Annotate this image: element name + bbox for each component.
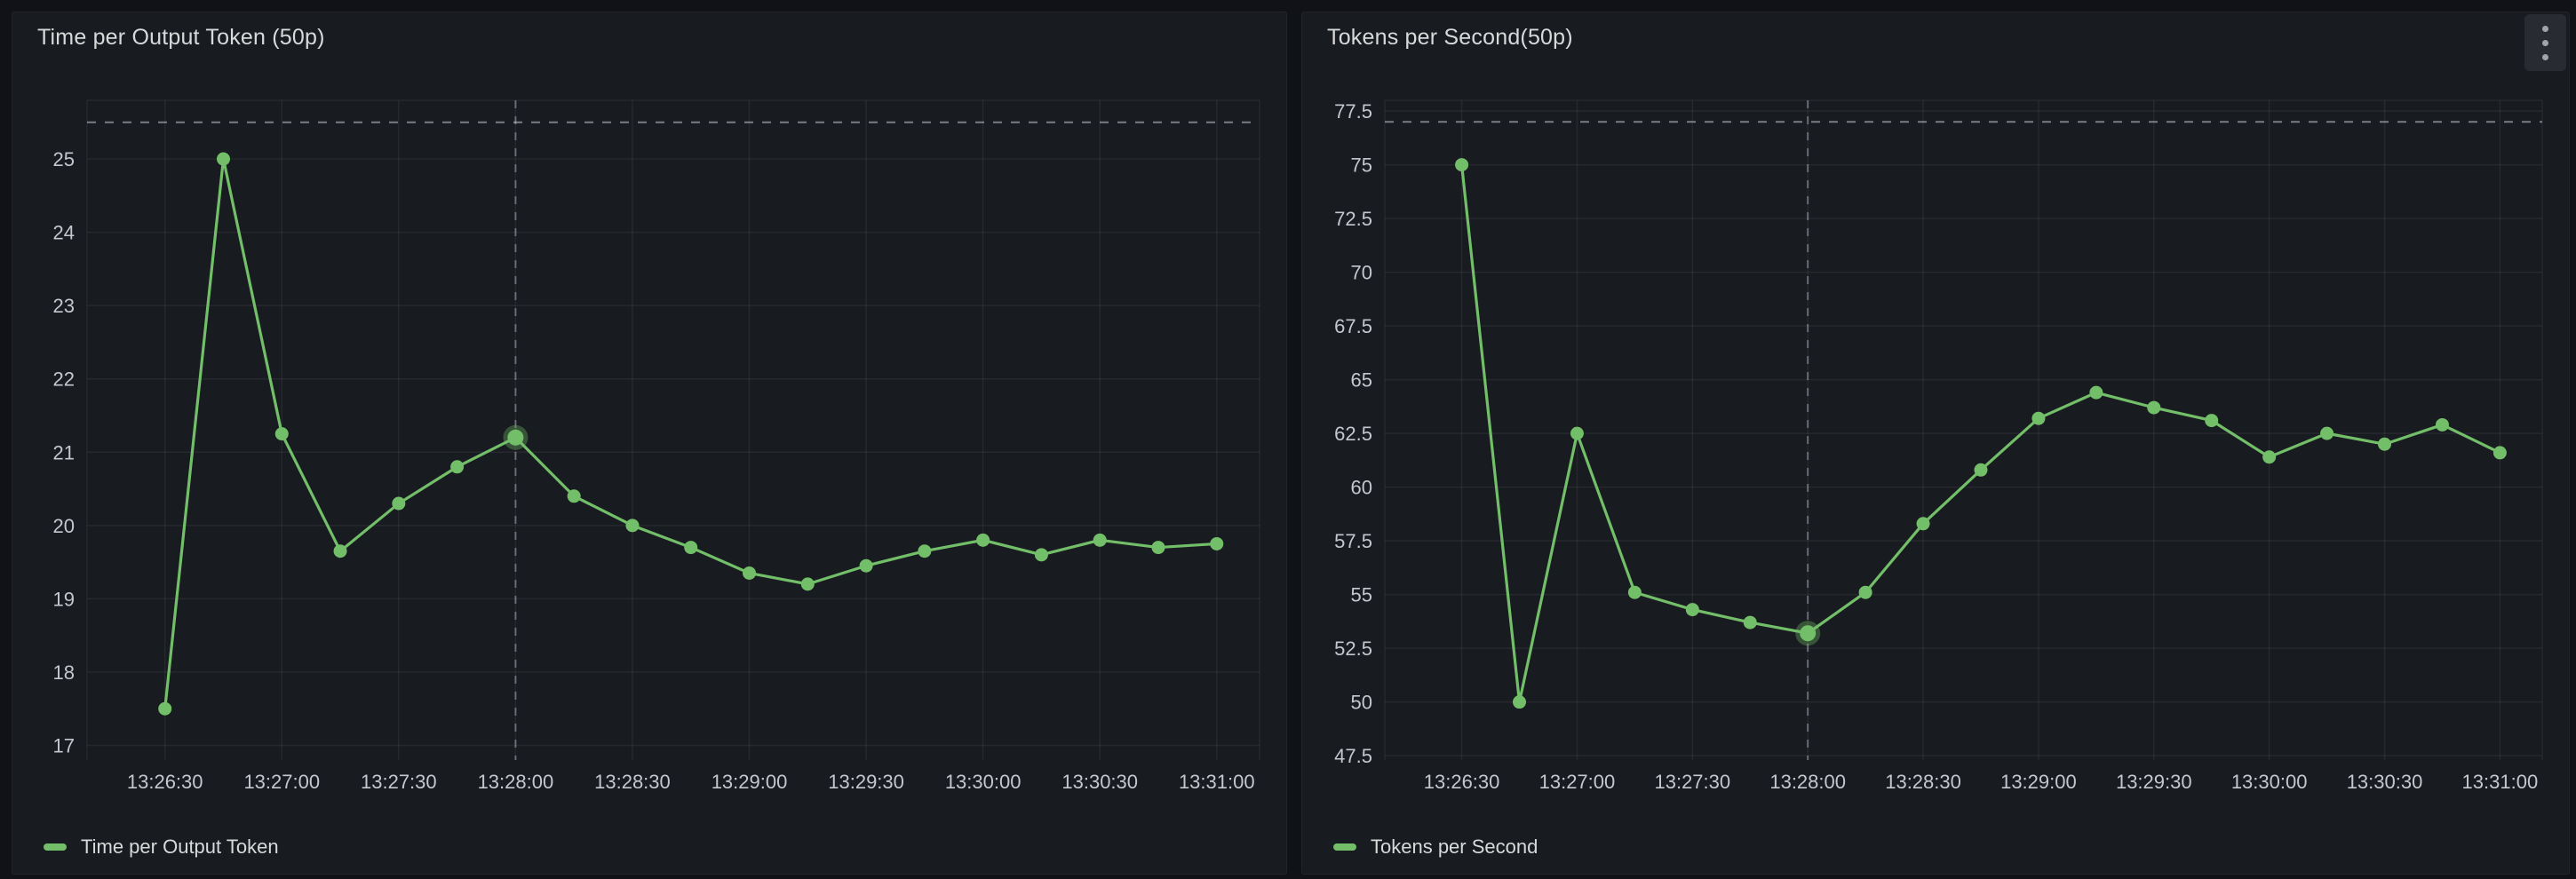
svg-text:55: 55 xyxy=(1351,584,1372,606)
svg-text:23: 23 xyxy=(53,295,75,317)
legend-label: Tokens per Second xyxy=(1371,835,1538,858)
svg-text:13:26:30: 13:26:30 xyxy=(127,771,203,793)
svg-text:19: 19 xyxy=(53,588,75,610)
svg-text:13:29:00: 13:29:00 xyxy=(2000,771,2077,793)
svg-text:22: 22 xyxy=(53,368,75,391)
svg-text:57.5: 57.5 xyxy=(1334,530,1372,552)
tokens-per-second-chart[interactable]: 47.5 50 52.5 55 57.5 60 62.5 65 67.5 70 72.5 75 77.5… xyxy=(1302,62,2569,820)
svg-text:13:29:00: 13:29:00 xyxy=(712,771,788,793)
svg-text:13:31:00: 13:31:00 xyxy=(1179,771,1255,793)
svg-text:52.5: 52.5 xyxy=(1334,637,1372,660)
legend-item[interactable]: Tokens per Second xyxy=(1333,835,1538,859)
svg-text:13:30:30: 13:30:30 xyxy=(1061,771,1138,793)
svg-text:21: 21 xyxy=(53,441,75,463)
svg-text:13:30:00: 13:30:00 xyxy=(2231,771,2308,793)
svg-text:67.5: 67.5 xyxy=(1334,315,1372,337)
legend-item[interactable]: Time per Output Token xyxy=(44,835,279,859)
panel-header: Time per Output Token (50p) xyxy=(12,12,1286,62)
panel-tokens-per-second: Tokens per Second(50p) 47.5 50 52.5 55 57.5 6… xyxy=(1301,12,2570,875)
legend-label: Time per Output Token xyxy=(81,835,279,858)
legend: Time per Output Token xyxy=(12,820,1286,874)
legend: Tokens per Second xyxy=(1302,820,2569,874)
svg-text:13:30:30: 13:30:30 xyxy=(2347,771,2423,793)
svg-text:18: 18 xyxy=(53,661,75,684)
series-color-pill-icon xyxy=(44,843,67,851)
svg-text:72.5: 72.5 xyxy=(1334,208,1372,230)
svg-text:77.5: 77.5 xyxy=(1334,100,1372,123)
svg-text:13:26:30: 13:26:30 xyxy=(1424,771,1500,793)
panel-header: Tokens per Second(50p) xyxy=(1302,12,2569,71)
panel-menu-button[interactable] xyxy=(2524,14,2566,71)
svg-text:24: 24 xyxy=(53,222,75,244)
svg-text:70: 70 xyxy=(1351,262,1372,284)
svg-text:13:27:30: 13:27:30 xyxy=(361,771,437,793)
svg-text:13:27:00: 13:27:00 xyxy=(243,771,320,793)
svg-text:13:29:30: 13:29:30 xyxy=(2116,771,2192,793)
svg-text:13:31:00: 13:31:00 xyxy=(2462,771,2539,793)
svg-text:13:27:30: 13:27:30 xyxy=(1654,771,1730,793)
kebab-menu-icon xyxy=(2542,25,2548,32)
time-per-output-token-chart[interactable]: 17 18 19 20 21 22 23 24 25 13:26:30 13:27:00 13:27:… xyxy=(12,62,1286,820)
panel-title[interactable]: Tokens per Second(50p) xyxy=(1327,25,1573,50)
svg-text:50: 50 xyxy=(1351,692,1372,714)
kebab-menu-icon xyxy=(2542,53,2548,60)
svg-text:13:30:00: 13:30:00 xyxy=(945,771,1022,793)
svg-text:13:28:30: 13:28:30 xyxy=(1885,771,1961,793)
svg-text:17: 17 xyxy=(53,734,75,756)
chart-area: 47.5 50 52.5 55 57.5 60 62.5 65 67.5 70 72.5 75 77.5… xyxy=(1302,62,2569,820)
series-color-pill-icon xyxy=(1333,843,1356,851)
svg-text:62.5: 62.5 xyxy=(1334,423,1372,445)
svg-text:13:28:00: 13:28:00 xyxy=(1769,771,1846,793)
svg-text:13:29:30: 13:29:30 xyxy=(828,771,904,793)
svg-text:75: 75 xyxy=(1351,154,1372,177)
svg-text:47.5: 47.5 xyxy=(1334,745,1372,767)
svg-text:25: 25 xyxy=(53,148,75,170)
panel-title[interactable]: Time per Output Token (50p) xyxy=(37,25,325,50)
svg-text:13:28:00: 13:28:00 xyxy=(478,771,554,793)
svg-text:20: 20 xyxy=(53,515,75,537)
svg-text:65: 65 xyxy=(1351,369,1372,392)
svg-text:13:27:00: 13:27:00 xyxy=(1539,771,1616,793)
panel-time-per-output-token: Time per Output Token (50p) 17 18 19 20 21 22… xyxy=(12,12,1287,875)
kebab-menu-icon xyxy=(2542,39,2548,46)
svg-text:60: 60 xyxy=(1351,477,1372,499)
svg-text:13:28:30: 13:28:30 xyxy=(594,771,671,793)
chart-area: 17 18 19 20 21 22 23 24 25 13:26:30 13:27:00 13:27:… xyxy=(12,62,1286,820)
